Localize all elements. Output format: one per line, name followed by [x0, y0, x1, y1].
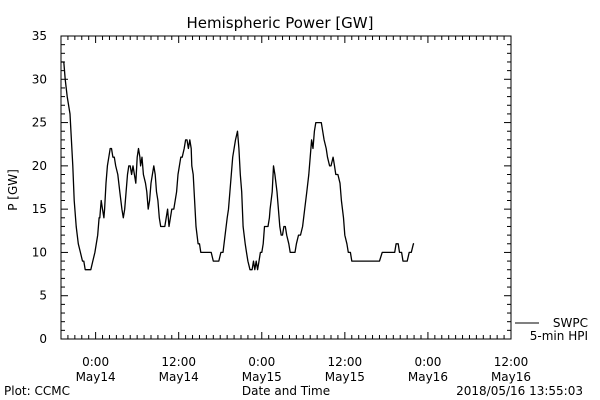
y-tick-label: 20	[32, 159, 47, 173]
x-tick-label-date: May16	[491, 370, 531, 384]
x-tick-label-date: May15	[325, 370, 365, 384]
footer-left: Plot: CCMC	[4, 384, 70, 398]
x-tick-label-date: May14	[76, 370, 116, 384]
x-tick-label-date: May14	[159, 370, 199, 384]
y-axis: 0 5 10 15 20 25 30 35	[32, 29, 511, 346]
y-tick-label: 10	[32, 245, 47, 259]
x-tick-label-time: 0:00	[248, 355, 275, 369]
plot-frame	[60, 35, 512, 340]
y-tick-label: 30	[32, 72, 47, 86]
x-tick-label-date: May15	[242, 370, 282, 384]
x-tick-label-time: 0:00	[82, 355, 109, 369]
y-tick-label: 15	[32, 202, 47, 216]
x-tick-label-time: 12:00	[328, 355, 363, 369]
legend-entry: 5-min HPI	[530, 329, 588, 343]
x-tick-label-time: 12:00	[161, 355, 196, 369]
y-tick-label: 25	[32, 116, 47, 130]
footer-center: Date and Time	[242, 384, 330, 398]
y-axis-label: P [GW]	[6, 169, 20, 211]
y-tick-label: 35	[32, 29, 47, 43]
footer-right: 2018/05/16 13:55:03	[456, 384, 583, 398]
x-axis: 0:00May1412:00May140:00May1512:00May150:…	[60, 36, 531, 384]
y-tick-label: 5	[39, 289, 47, 303]
series-group	[61, 61, 415, 271]
x-tick-label-date: May16	[408, 370, 448, 384]
series-line-1	[61, 61, 415, 271]
y-tick-label: 0	[39, 332, 47, 346]
x-tick-label-time: 12:00	[494, 355, 529, 369]
chart-title: Hemispheric Power [GW]	[187, 14, 374, 32]
x-tick-label-time: 0:00	[414, 355, 441, 369]
legend-entry: SWPC	[553, 316, 588, 330]
